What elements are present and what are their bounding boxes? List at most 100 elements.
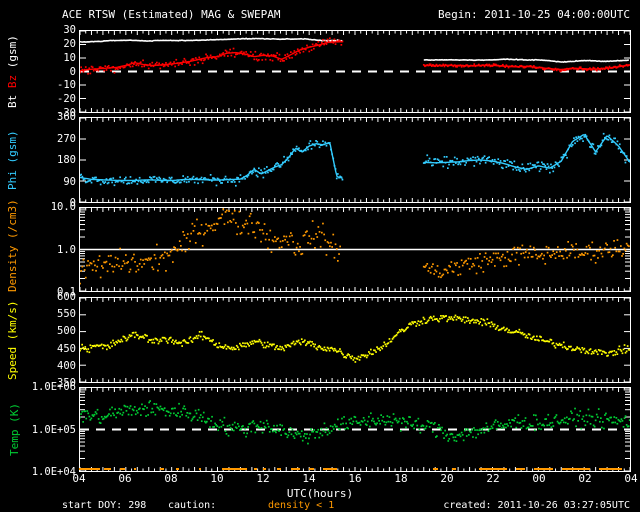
y-tick-label: 450 — [57, 342, 76, 355]
x-tick-label: 22 — [486, 472, 500, 485]
caution-mark — [198, 468, 201, 470]
series-bz — [80, 37, 344, 75]
y-tick-label: 20 — [63, 37, 76, 50]
x-tick-label: 06 — [118, 472, 132, 485]
y-tick-label: 600 — [57, 291, 76, 303]
plot-area — [80, 388, 630, 471]
start-doy-label: start DOY: 298 — [62, 500, 147, 511]
y-axis-labels-panel-1: 30 20 10 0 -10 -20 -30 — [0, 25, 76, 119]
series-phi — [80, 140, 344, 187]
caution-mark — [479, 468, 507, 470]
y-tick-label: 550 — [57, 308, 76, 321]
x-tick-label: 12 — [256, 472, 270, 485]
caution-mark — [104, 468, 112, 470]
plot-area — [80, 118, 630, 202]
y-tick-label: 270 — [57, 132, 76, 145]
series-bt — [80, 37, 343, 43]
y-tick-label: -20 — [57, 93, 76, 106]
y-tick-label: 1.0E+05 — [31, 423, 76, 436]
x-tick-label: 16 — [348, 472, 362, 485]
y-axis-title-panel-5: Temp (K) — [8, 403, 21, 456]
y-tick-label: 0.1 — [57, 286, 76, 298]
caution-mark — [263, 468, 267, 470]
series-bz — [422, 63, 630, 73]
y-axis-title-panel-4: Speed (km/s) — [6, 300, 19, 380]
y-tick-label: 350 — [57, 377, 76, 389]
y-axis-labels-panel-5: 1.0E+06 1.0E+05 1.0E+04 — [0, 382, 76, 478]
y-tick-label: 10.0 — [50, 201, 76, 213]
caution-mark — [451, 468, 457, 470]
plot-area — [80, 208, 630, 291]
x-tick-label: 04 — [72, 472, 86, 485]
y-axis-title-part: Bt — [6, 88, 19, 108]
plot-panel-1 — [79, 30, 631, 113]
plot-area — [80, 31, 630, 112]
y-axis-title-panel-3: Density (/cm3) — [6, 199, 19, 292]
caution-mark — [290, 468, 300, 470]
x-tick-label: 02 — [578, 472, 592, 485]
caution-mark — [598, 468, 622, 470]
caution-mark — [134, 468, 137, 470]
y-axis-labels-panel-4: 600 550 500 450 400 350 — [0, 292, 76, 389]
y-tick-label: -30 — [57, 107, 76, 119]
series-bt — [423, 58, 630, 64]
series-canvas — [80, 208, 630, 291]
plot-panel-2 — [79, 117, 631, 203]
caution-mark — [120, 468, 125, 470]
y-tick-label: 400 — [57, 359, 76, 372]
y-axis-title-part: (gsm) — [6, 35, 19, 75]
caution-mark — [276, 468, 282, 470]
x-tick-label: 10 — [210, 472, 224, 485]
caution-mark — [433, 468, 438, 470]
caution-mark — [534, 468, 553, 470]
caution-mark — [309, 468, 314, 470]
plot-area — [80, 298, 630, 382]
caution-mark — [221, 468, 247, 470]
plot-panel-3 — [79, 207, 631, 292]
series-density — [422, 239, 630, 279]
series-speed — [80, 314, 630, 363]
plot-panel-4 — [79, 297, 631, 383]
y-tick-label: 1.0E+04 — [31, 466, 76, 478]
caution-mark — [79, 468, 100, 470]
series-canvas — [80, 298, 630, 382]
x-tick-label: 20 — [440, 472, 454, 485]
x-axis-label: UTC(hours) — [286, 487, 354, 500]
x-tick-label: 18 — [394, 472, 408, 485]
y-tick-label: -10 — [57, 79, 76, 92]
caution-label: caution: — [168, 500, 217, 511]
y-tick-label: 0 — [69, 65, 76, 78]
series-temp — [80, 400, 630, 445]
begin-time-label: Begin: 2011-10-25 04:00:00UTC — [437, 8, 630, 21]
caution-mark — [322, 468, 337, 470]
y-tick-label: 500 — [57, 325, 76, 338]
caution-density-value: density < 1 — [268, 500, 335, 511]
y-axis-title-panel-2: Phi (gsm) — [6, 130, 19, 190]
series-density — [80, 208, 341, 285]
y-tick-label: 180 — [57, 154, 76, 166]
x-tick-label: 04 — [624, 472, 638, 485]
y-tick-label: 90 — [63, 175, 76, 188]
x-tick-label: 00 — [532, 472, 546, 485]
caution-mark — [562, 468, 590, 470]
caution-mark — [159, 468, 165, 470]
y-tick-label: 360 — [57, 111, 76, 123]
y-axis-title-panel-1: Bt Bz (gsm) — [6, 30, 19, 113]
y-axis-labels-panel-3: 10.0 1.0 0.1 — [0, 202, 76, 298]
y-tick-label: 0 — [69, 197, 76, 209]
y-tick-label: 1.0 — [57, 243, 76, 256]
plot-panel-5 — [79, 387, 631, 472]
x-tick-label: 08 — [164, 472, 178, 485]
series-canvas — [80, 388, 630, 471]
caution-mark — [516, 468, 526, 470]
plot-title: ACE RTSW (Estimated) MAG & SWEPAM — [62, 8, 281, 21]
series-phi — [422, 132, 630, 174]
caution-mark — [175, 468, 180, 470]
series-canvas — [80, 118, 630, 202]
caution-mark — [253, 468, 258, 470]
x-axis-ticks: 04 06 08 10 12 14 16 18 20 22 00 02 04 — [72, 472, 637, 486]
y-axis-labels-panel-2: 360 270 180 90 0 — [0, 112, 76, 209]
series-canvas — [80, 31, 630, 112]
density-caution-strip — [79, 468, 631, 471]
